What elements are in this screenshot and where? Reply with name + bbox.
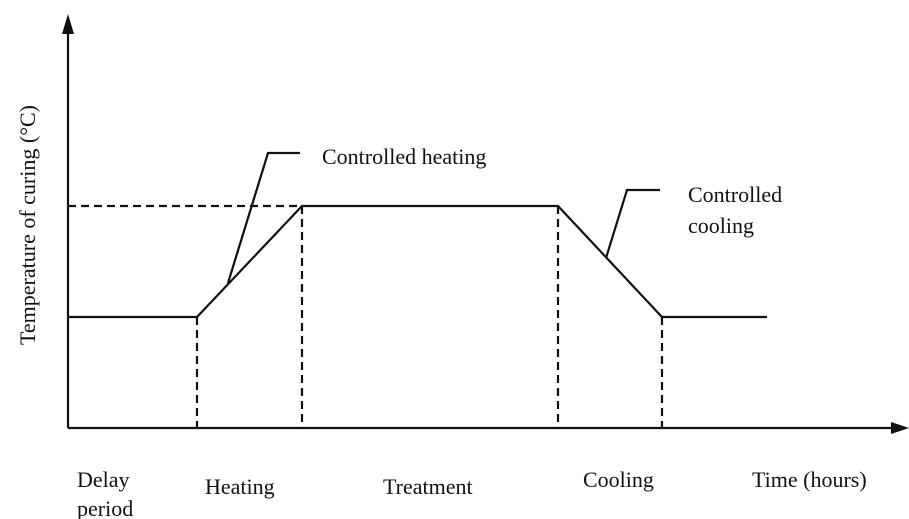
curing-curve [68, 204, 767, 319]
phase-label: Treatment [383, 474, 473, 499]
y-axis-arrow [62, 14, 74, 34]
annotation-line: cooling [688, 213, 754, 238]
leader-line [604, 188, 660, 259]
phase-label: Heating [205, 474, 275, 499]
phase-label: Delay period [77, 467, 135, 519]
leader-line [226, 151, 300, 284]
phase-label-line: period [77, 496, 133, 519]
phase-label: Cooling [583, 467, 654, 492]
annotation: Controlled cooling [688, 182, 788, 238]
phase-label-line: Delay [77, 467, 130, 492]
annotation-line: Controlled [688, 182, 782, 207]
x-axis-arrow [891, 422, 909, 434]
y-axis-label: Temperature of curing (°C) [15, 105, 40, 345]
annotation: Controlled heating [322, 144, 486, 169]
x-axis-label: Time (hours) [752, 467, 867, 492]
